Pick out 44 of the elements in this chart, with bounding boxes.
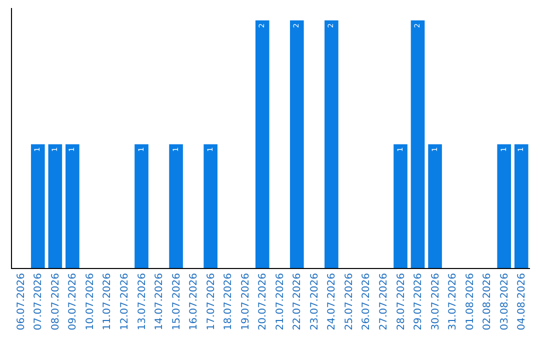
data-label: 1: [395, 147, 404, 152]
x-tick-label: 10.07.2026: [84, 273, 96, 330]
x-tick-label: 09.07.2026: [68, 273, 79, 330]
x-tick-label: 23.07.2026: [309, 273, 320, 330]
x-tick-label: 06.07.2026: [16, 273, 27, 330]
x-tick-label: 26.07.2026: [361, 273, 372, 330]
x-tick-label: 30.07.2026: [430, 273, 442, 330]
x-tick-label: 21.07.2026: [274, 273, 286, 330]
data-label: 1: [205, 147, 214, 152]
x-tick-label: 15.07.2026: [171, 273, 182, 330]
data-label: 2: [292, 23, 301, 28]
x-tick-label: 13.07.2026: [136, 273, 148, 330]
x-tick-label: 24.07.2026: [326, 273, 338, 330]
data-label: 1: [136, 147, 146, 152]
x-tick-label: 03.08.2026: [499, 273, 510, 330]
x-tick-label: 25.07.2026: [344, 273, 355, 330]
x-tick-label: 20.07.2026: [258, 273, 269, 330]
data-label: 2: [257, 23, 266, 28]
x-tick-label: 02.08.2026: [482, 273, 494, 330]
x-tick-label: 07.07.2026: [33, 273, 44, 330]
x-tick-label: 12.07.2026: [119, 273, 130, 330]
data-label: 1: [170, 147, 180, 152]
x-tick-label: 04.08.2026: [516, 273, 528, 330]
x-tick-label: 16.07.2026: [188, 273, 200, 330]
data-label: 1: [430, 147, 439, 152]
data-label: 1: [67, 147, 76, 152]
x-tick-label: 29.07.2026: [413, 273, 424, 330]
x-tick-label: 14.07.2026: [154, 273, 166, 330]
x-tick-label: 01.08.2026: [464, 273, 476, 330]
x-tick-label: 18.07.2026: [223, 273, 234, 330]
x-tick-label: 22.07.2026: [292, 273, 304, 330]
data-label: 1: [50, 147, 59, 152]
data-label: 1: [498, 147, 508, 152]
x-tick-label: 27.07.2026: [378, 273, 390, 330]
data-label: 1: [516, 147, 526, 152]
x-tick-label: 08.07.2026: [50, 273, 62, 330]
x-tick-label: 28.07.2026: [396, 273, 407, 330]
data-label: 2: [412, 23, 422, 28]
x-tick-label: 17.07.2026: [206, 273, 217, 330]
x-tick-label: 11.07.2026: [102, 273, 114, 330]
data-label: 2: [326, 23, 336, 28]
data-label: 1: [32, 147, 42, 152]
x-tick-label: 31.07.2026: [448, 273, 459, 330]
x-tick-label: 19.07.2026: [240, 273, 252, 330]
